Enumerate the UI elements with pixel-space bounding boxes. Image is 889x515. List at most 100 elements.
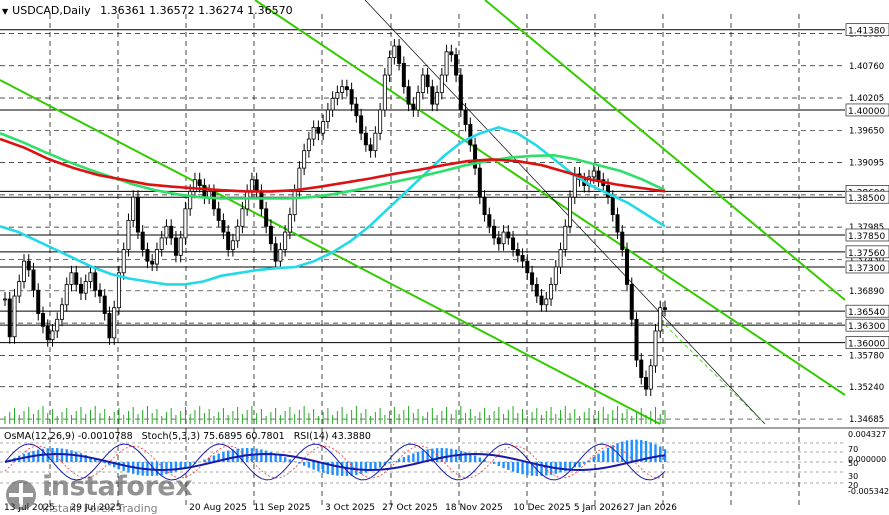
level-label: 1.36300 — [848, 322, 885, 332]
candle-body — [363, 132, 368, 146]
candle-body — [544, 298, 549, 306]
candle-body — [197, 179, 202, 186]
candle-body — [278, 249, 283, 262]
instaforex-watermark: instaforex Instant Forex Trading — [6, 473, 193, 515]
candle-body — [112, 307, 117, 339]
osma-label: OsMA(12,26,9) -0.0010788 — [4, 431, 133, 442]
candle-body — [392, 45, 397, 59]
candle-body — [297, 167, 302, 192]
candle-body — [501, 231, 506, 245]
candle-body — [26, 260, 31, 271]
sub-level-label: 20 — [848, 481, 858, 490]
candle-body — [64, 284, 69, 306]
candle-body — [420, 74, 425, 93]
moving-average-ema_slow — [0, 137, 666, 193]
candle-body — [506, 231, 511, 239]
rsi-label: RSI(14) 43.3880 — [293, 431, 371, 442]
candle-body — [93, 272, 98, 291]
candle-body — [416, 92, 421, 111]
candle-body — [482, 196, 487, 216]
candle-body — [663, 307, 668, 310]
stoch-label: Stoch(5,3,3) 75.6895 60.7801 — [141, 431, 285, 442]
candle-body — [639, 359, 644, 378]
candle-body — [568, 196, 573, 227]
candle-body — [107, 313, 112, 339]
candle-body — [387, 57, 392, 76]
candle-body — [511, 237, 516, 250]
candle-body — [496, 237, 501, 245]
candle-body — [292, 190, 297, 216]
date-axis-label: 20 Aug 2025 — [189, 503, 247, 513]
sub-axis-label: 0.000000 — [848, 455, 886, 464]
candle-body — [154, 249, 159, 265]
candle-body — [653, 330, 658, 367]
candle-body — [335, 92, 340, 99]
candle-body — [463, 109, 468, 125]
symbol-label: USDCAD,Daily — [12, 4, 91, 17]
level-label: 1.36000 — [848, 340, 885, 350]
candle-body — [235, 225, 240, 242]
candle-body — [468, 124, 473, 146]
date-axis-label: 29 Jul 2025 — [71, 503, 122, 513]
price-tick-label: 1.39095 — [849, 159, 884, 169]
candle-body — [401, 63, 406, 88]
candle-body — [629, 284, 634, 320]
candle-body — [397, 45, 402, 64]
candle-body — [373, 132, 378, 152]
candle-body — [211, 190, 216, 210]
chart-header: ▼ USDCAD,Daily 1.36361 1.36572 1.36274 1.… — [2, 4, 293, 17]
candle-body — [140, 231, 145, 250]
sub-axis-label: 0.004327 — [848, 430, 886, 439]
candle-body — [173, 237, 178, 256]
channel-projection — [659, 319, 766, 425]
candle-body — [644, 377, 649, 390]
candle-body — [487, 214, 492, 227]
candle-body — [316, 127, 321, 134]
date-axis-label: 27 Jan 2026 — [623, 503, 677, 513]
candle-body — [40, 313, 45, 327]
candle-body — [520, 254, 525, 262]
price-tick-label: 1.40760 — [849, 62, 884, 72]
candle-body — [3, 298, 8, 301]
candle-body — [634, 318, 639, 361]
price-tick-label: 1.37985 — [849, 223, 884, 233]
candle-body — [610, 196, 615, 216]
candle-body — [534, 284, 539, 297]
stoch-main-line — [4, 443, 666, 481]
candle-body — [492, 225, 497, 239]
sub-level-label: 70 — [848, 445, 858, 454]
level-label: 1.37300 — [848, 264, 885, 274]
candle-body — [17, 281, 22, 297]
candle-body — [378, 109, 383, 134]
price-tick-label: 1.37430 — [849, 255, 884, 265]
watermark-slogan: Instant Forex Trading — [42, 502, 158, 515]
channel-line-0 — [254, 0, 846, 396]
candle-body — [135, 196, 140, 233]
date-axis-label: 10 Dec 2025 — [513, 503, 571, 513]
channel-line-2 — [484, 0, 846, 301]
sub-axis-label: -0.005342 — [848, 487, 889, 496]
channel-line-1 — [0, 79, 661, 425]
candle-body — [264, 208, 269, 227]
candle-body — [230, 240, 235, 250]
candle-body — [268, 225, 273, 245]
candle-body — [306, 138, 311, 152]
candle-body — [207, 190, 212, 198]
date-axis-label: 27 Oct 2025 — [382, 503, 438, 513]
dropdown-arrow-icon[interactable]: ▼ — [2, 7, 9, 16]
price-tick-label: 1.35780 — [849, 351, 884, 361]
candle-body — [254, 179, 259, 192]
candle-body — [226, 231, 231, 250]
candle-body — [473, 144, 478, 169]
candle-body — [159, 237, 164, 250]
candle-body — [530, 272, 535, 285]
channel-line-3 — [364, 0, 766, 425]
candle-body — [549, 284, 554, 300]
candle-body — [615, 214, 620, 233]
candle-body — [658, 307, 663, 332]
candle-body — [444, 51, 449, 76]
date-axis-label: 13 Jul 2025 — [4, 503, 55, 513]
candle-body — [558, 249, 563, 268]
price-tick-label: 1.34685 — [849, 415, 884, 425]
level-label: 1.37850 — [848, 232, 885, 242]
